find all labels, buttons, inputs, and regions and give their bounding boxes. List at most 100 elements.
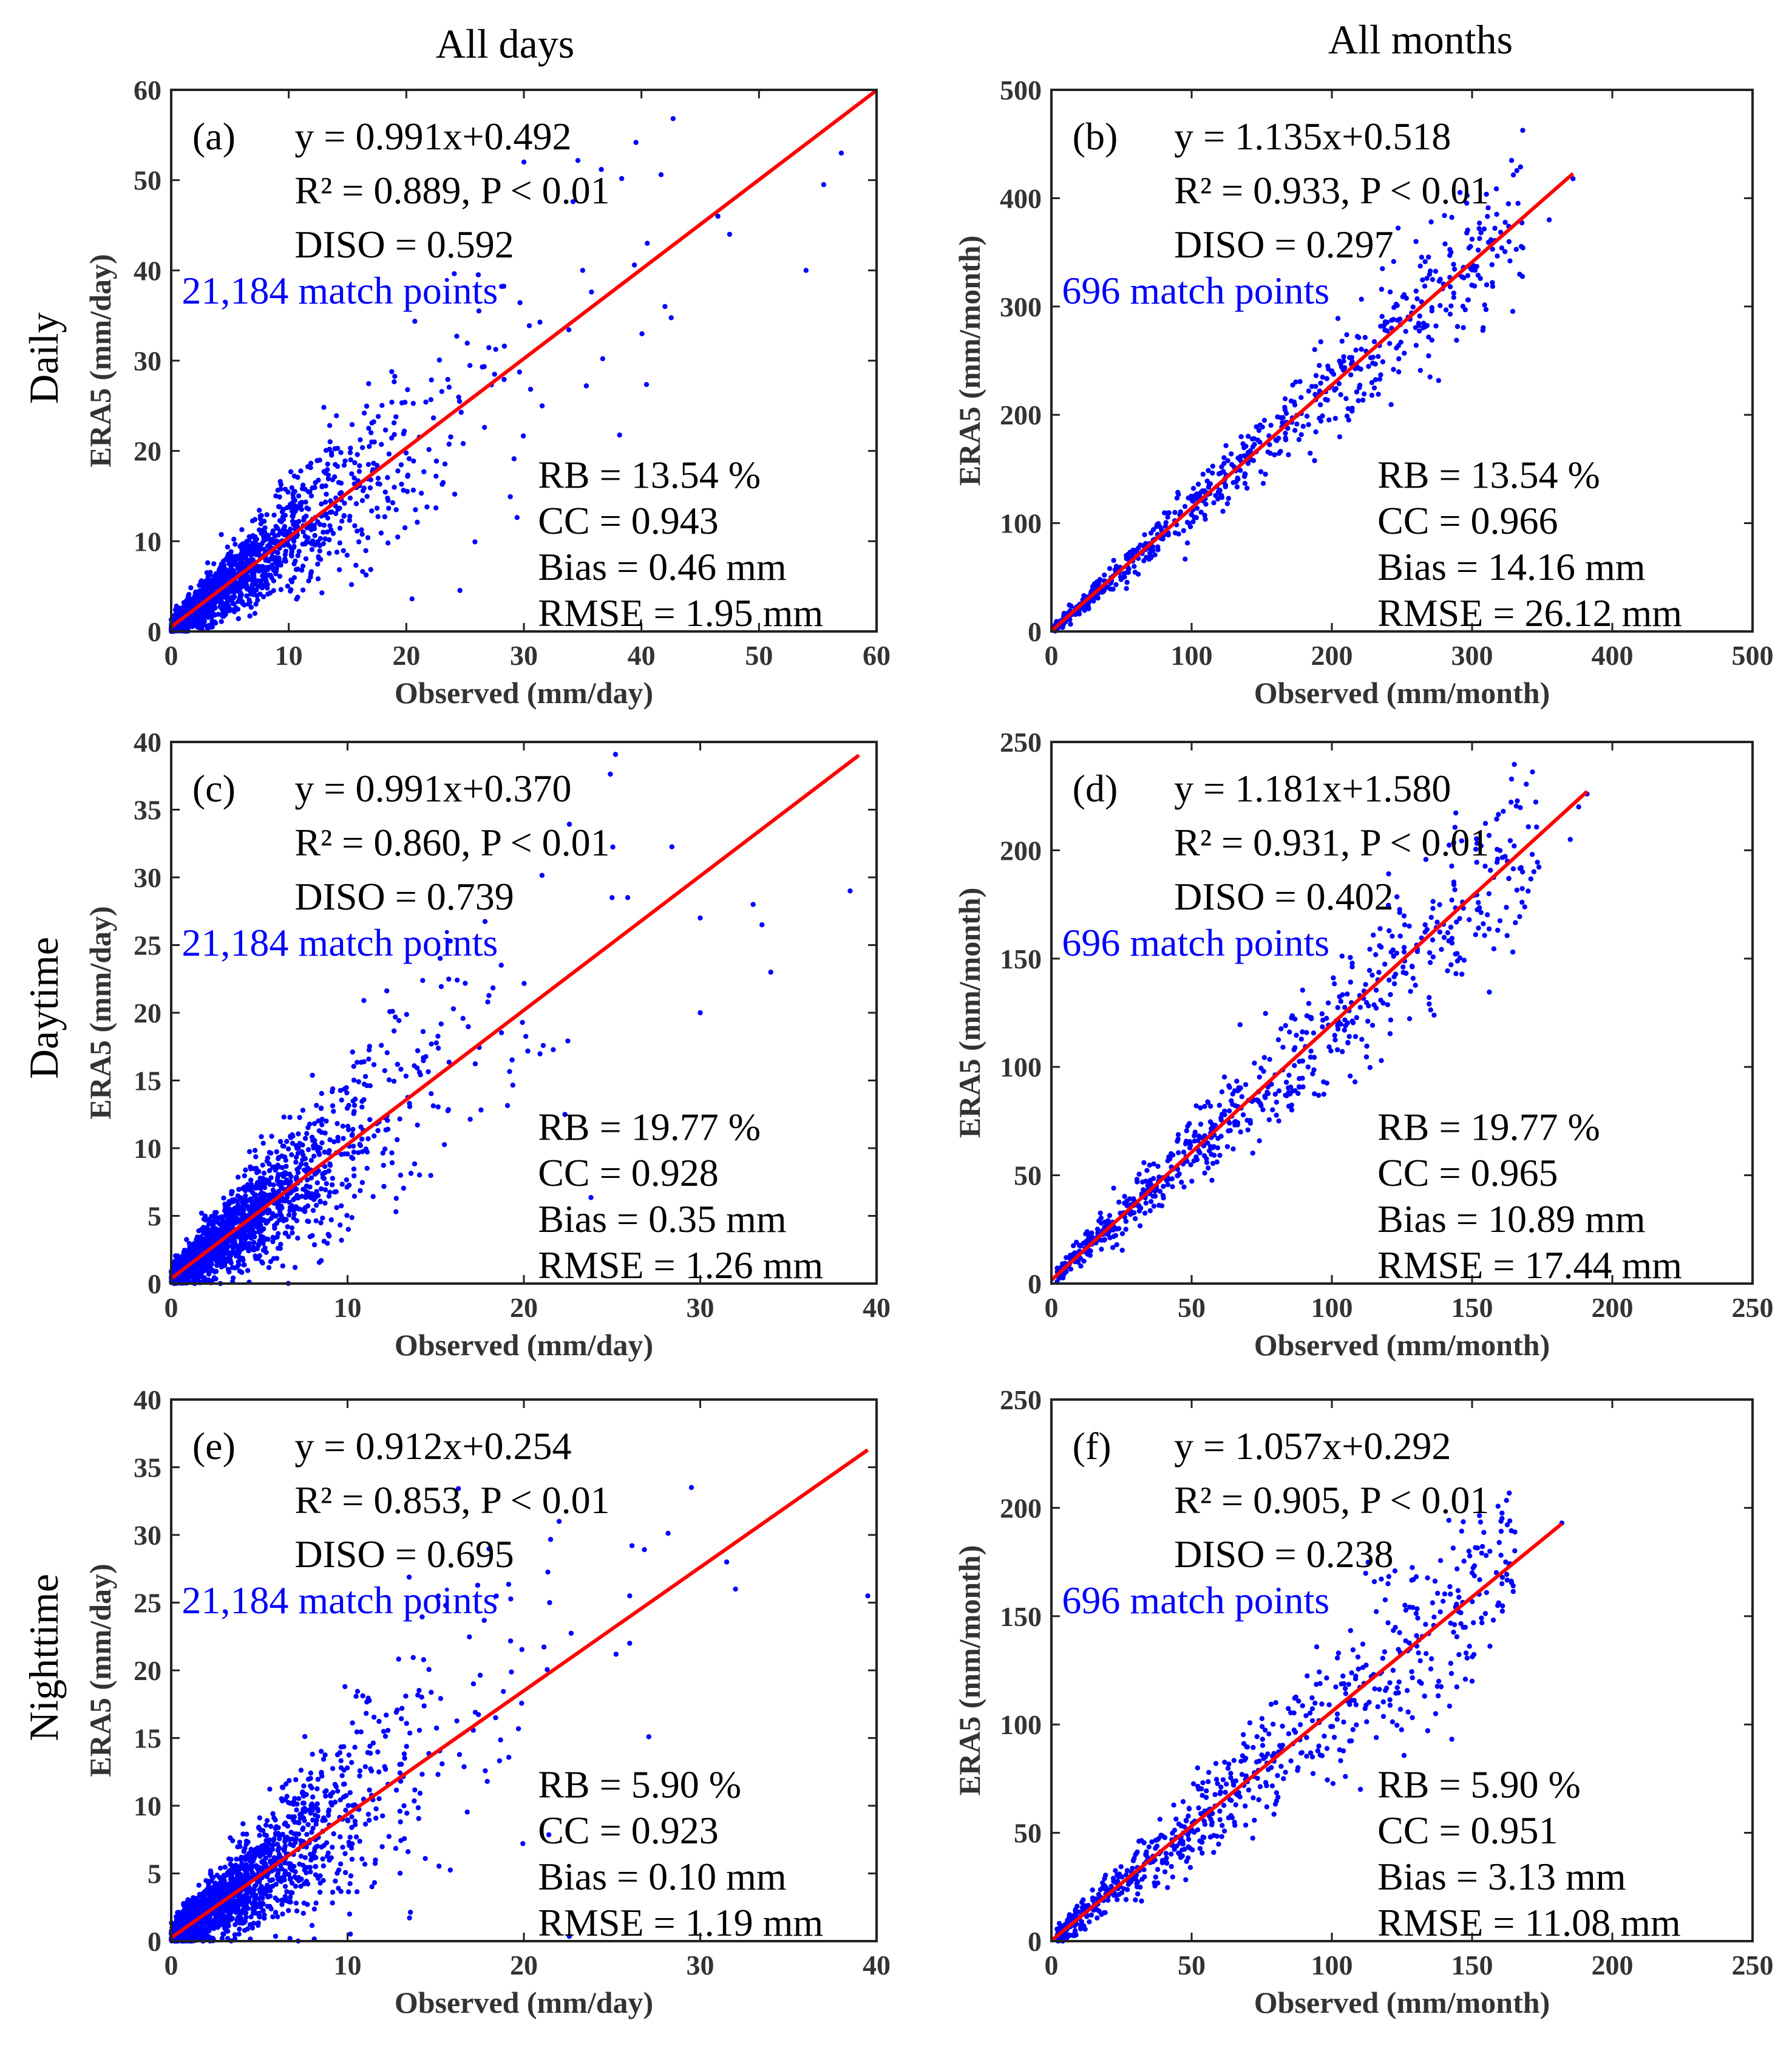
scatter-point — [1308, 1054, 1314, 1060]
scatter-point — [202, 588, 207, 593]
scatter-point — [333, 511, 339, 516]
panel-tag: (b) — [1073, 115, 1118, 158]
scatter-point — [260, 594, 266, 599]
scatter-point — [347, 495, 353, 501]
scatter-point — [295, 1236, 300, 1241]
scatter-point — [1165, 510, 1170, 516]
scatter-point — [291, 561, 297, 566]
scatter-point — [255, 597, 260, 603]
scatter-point — [200, 1225, 206, 1230]
scatter-point — [325, 461, 330, 467]
scatter-point — [344, 1085, 349, 1090]
scatter-point — [446, 976, 452, 982]
scatter-point — [442, 461, 448, 467]
y-tick-label: 5 — [148, 1201, 161, 1232]
scatter-point — [395, 1137, 400, 1143]
scatter-point — [275, 550, 280, 556]
scatter-point-outlier — [1476, 226, 1482, 231]
scatter-point — [217, 604, 223, 610]
scatter-point — [1378, 372, 1383, 378]
scatter-point — [341, 548, 346, 554]
scatter-point — [1502, 249, 1508, 254]
scatter-point — [253, 1154, 259, 1160]
scatter-point — [1348, 372, 1354, 378]
scatter-point — [356, 1079, 361, 1084]
scatter-point — [1507, 258, 1513, 264]
scatter-point — [327, 1148, 332, 1154]
scatter-point — [355, 452, 360, 457]
scatter-point — [1235, 477, 1241, 482]
scatter-point — [501, 284, 507, 289]
scatter-point — [216, 1250, 222, 1256]
scatter-point — [327, 1189, 333, 1195]
scatter-point — [1258, 469, 1264, 474]
scatter-point — [236, 1259, 241, 1265]
scatter-point — [1260, 481, 1266, 486]
scatter-point — [327, 537, 332, 543]
scatter-point — [348, 457, 353, 463]
scatter-point — [1449, 863, 1454, 869]
scatter-point — [371, 1062, 377, 1067]
scatter-point — [1111, 1185, 1116, 1191]
scatter-point — [1439, 947, 1444, 952]
scatter-point — [308, 540, 313, 546]
scatter-point — [281, 1143, 287, 1149]
scatter-point — [1356, 335, 1362, 341]
scatter-point — [1485, 214, 1490, 219]
scatter-point — [480, 364, 485, 370]
scatter-point — [375, 514, 381, 519]
scatter-point — [310, 1072, 315, 1078]
cc-text: CC = 0.943 — [538, 499, 718, 542]
scatter-point — [1427, 1001, 1432, 1007]
scatter-point — [222, 1208, 228, 1214]
scatter-point — [1427, 950, 1433, 956]
scatter-point — [302, 1205, 308, 1211]
scatter-point — [1373, 1005, 1379, 1011]
scatter-point — [1373, 952, 1379, 958]
scatter-point — [317, 548, 322, 554]
scatter-point — [313, 480, 318, 486]
scatter-point — [361, 1059, 367, 1064]
scatter-point — [1224, 1144, 1230, 1149]
scatter-point — [361, 410, 367, 416]
scatter-point — [351, 1077, 357, 1083]
scatter-point — [1345, 992, 1350, 997]
scatter-point — [1181, 528, 1187, 534]
scatter-point — [1529, 852, 1535, 857]
scatter-point — [308, 465, 313, 471]
scatter-point — [1356, 398, 1361, 404]
scatter-point — [375, 1128, 381, 1134]
scatter-point — [514, 515, 520, 520]
scatter-point — [393, 507, 399, 512]
scatter-point — [324, 1181, 329, 1186]
scatter-point — [1275, 414, 1280, 420]
scatter-point — [404, 1012, 409, 1018]
scatter-point — [1181, 1149, 1187, 1155]
scatter-point — [324, 529, 330, 535]
scatter-point — [230, 1210, 236, 1216]
scatter-point — [1422, 259, 1428, 265]
scatter-point — [246, 1248, 251, 1254]
scatter-point — [1157, 1189, 1163, 1194]
scatter-point — [204, 570, 209, 576]
scatter-point — [353, 1097, 358, 1102]
scatter-point — [1381, 323, 1386, 328]
scatter-point — [314, 458, 320, 463]
scatter-point — [1445, 930, 1450, 936]
scatter-point — [260, 1140, 266, 1146]
scatter-point — [366, 381, 372, 387]
scatter-point — [293, 1143, 299, 1149]
scatter-point — [1161, 1183, 1166, 1189]
scatter-point — [1346, 1033, 1352, 1039]
scatter-point — [288, 587, 294, 593]
scatter-point — [327, 423, 333, 428]
scatter-point — [1244, 485, 1250, 491]
y-tick-label: 40 — [134, 255, 161, 286]
scatter-point — [281, 1114, 287, 1120]
scatter-point — [1110, 587, 1116, 592]
panel-tag: (c) — [192, 767, 236, 810]
scatter-point — [472, 539, 478, 545]
scatter-point — [1349, 408, 1355, 414]
scatter-point — [310, 1208, 316, 1213]
